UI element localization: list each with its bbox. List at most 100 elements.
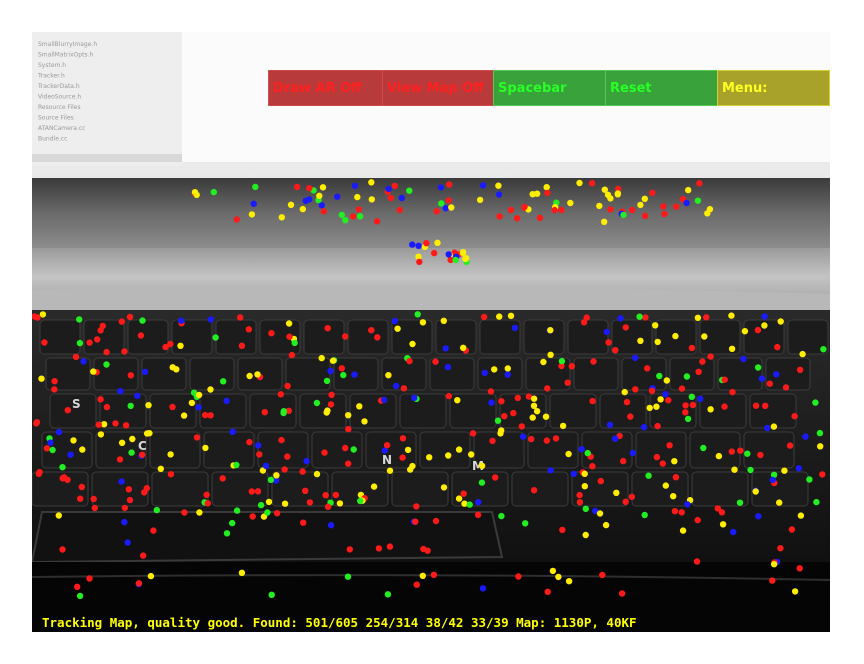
feature-point	[248, 488, 255, 495]
feature-point	[589, 397, 596, 405]
feature-point	[653, 453, 661, 461]
keyboard-key	[621, 357, 667, 391]
feature-point	[391, 317, 398, 325]
feature-point	[547, 467, 554, 474]
draw-ar-button[interactable]: Draw AR Off	[268, 70, 383, 106]
feature-point	[466, 501, 473, 508]
feature-point	[662, 482, 669, 489]
feature-point	[754, 364, 762, 371]
feature-point	[604, 191, 612, 198]
keyboard-key	[149, 393, 197, 429]
keyboard-key	[189, 357, 235, 391]
feature-point	[350, 446, 357, 453]
feature-point	[496, 313, 503, 320]
feature-point	[190, 389, 198, 396]
feature-point	[660, 203, 667, 210]
feature-point	[210, 188, 217, 196]
feature-point	[351, 182, 359, 189]
feature-point	[614, 190, 622, 197]
feature-point	[688, 393, 695, 400]
feature-point	[694, 314, 702, 321]
keyboard-key	[83, 319, 125, 355]
feature-point	[103, 348, 110, 356]
feature-point	[564, 379, 571, 386]
feature-point	[552, 435, 560, 442]
feature-point	[262, 462, 270, 470]
spacebar-button[interactable]: Spacebar	[493, 70, 606, 106]
feature-point	[49, 446, 56, 454]
feature-point	[454, 397, 461, 404]
feature-point	[641, 195, 648, 202]
feature-point	[678, 509, 685, 516]
feature-point	[697, 395, 704, 402]
keyboard-key	[41, 431, 93, 469]
reset-button[interactable]: Reset	[605, 70, 718, 106]
feature-point	[419, 319, 427, 326]
keyboard-key	[599, 393, 647, 429]
feature-point	[774, 343, 781, 351]
feature-point	[642, 314, 649, 321]
feature-point	[233, 461, 240, 469]
feature-point	[685, 186, 692, 194]
file-list-item: TrackerData.h	[37, 83, 80, 90]
feature-point	[522, 520, 529, 527]
feature-point	[715, 452, 723, 460]
feature-point	[729, 388, 736, 396]
feature-point	[327, 367, 334, 375]
feature-point	[659, 460, 666, 467]
feature-point	[636, 313, 643, 320]
file-list-item: Bundle.cc	[38, 136, 67, 143]
feature-point	[267, 476, 275, 483]
keyboard-key	[347, 319, 389, 355]
feature-point	[233, 216, 240, 223]
feature-point	[728, 345, 736, 352]
feature-point	[340, 371, 347, 379]
feature-point	[766, 380, 773, 387]
feature-point	[135, 580, 143, 587]
feature-point	[755, 513, 762, 520]
feature-point	[462, 255, 470, 262]
feature-point	[682, 402, 689, 409]
feature-point	[518, 423, 525, 430]
key-legend: C	[138, 439, 147, 453]
feature-point	[413, 581, 420, 588]
feature-point	[525, 393, 533, 400]
feature-point	[475, 499, 482, 506]
feature-point	[543, 437, 550, 444]
feature-point	[412, 518, 419, 525]
feature-point	[245, 326, 252, 333]
feature-point	[559, 422, 567, 430]
feature-point	[416, 258, 423, 266]
keyboard-key	[765, 357, 811, 391]
feature-point	[173, 366, 180, 373]
feature-point	[374, 334, 381, 341]
feature-point	[558, 357, 566, 365]
view-map-button[interactable]: View Map Off	[382, 70, 494, 106]
feature-point	[118, 478, 125, 485]
feature-point	[665, 397, 672, 404]
feature-point	[440, 484, 448, 491]
feature-point	[813, 498, 820, 506]
keyboard-key	[717, 357, 763, 391]
feature-point	[602, 521, 610, 529]
menu-button[interactable]: Menu:	[717, 70, 830, 106]
feature-point	[302, 197, 309, 204]
feature-point	[336, 500, 344, 507]
file-list-item: ATANCamera.cc	[38, 125, 85, 132]
feature-point	[540, 358, 547, 366]
feature-point	[112, 420, 119, 427]
feature-point	[338, 211, 345, 219]
feature-point	[180, 412, 188, 419]
feature-point	[219, 475, 226, 482]
feature-point	[623, 398, 631, 406]
feature-point	[688, 344, 696, 352]
feature-point	[802, 433, 809, 440]
feature-point	[229, 519, 236, 527]
feature-point	[129, 435, 136, 443]
feature-point	[284, 382, 291, 390]
feature-point	[761, 313, 768, 320]
keyboard-key	[99, 393, 147, 429]
touchpad	[32, 511, 504, 564]
feature-point	[721, 403, 728, 410]
feature-point	[204, 500, 211, 507]
